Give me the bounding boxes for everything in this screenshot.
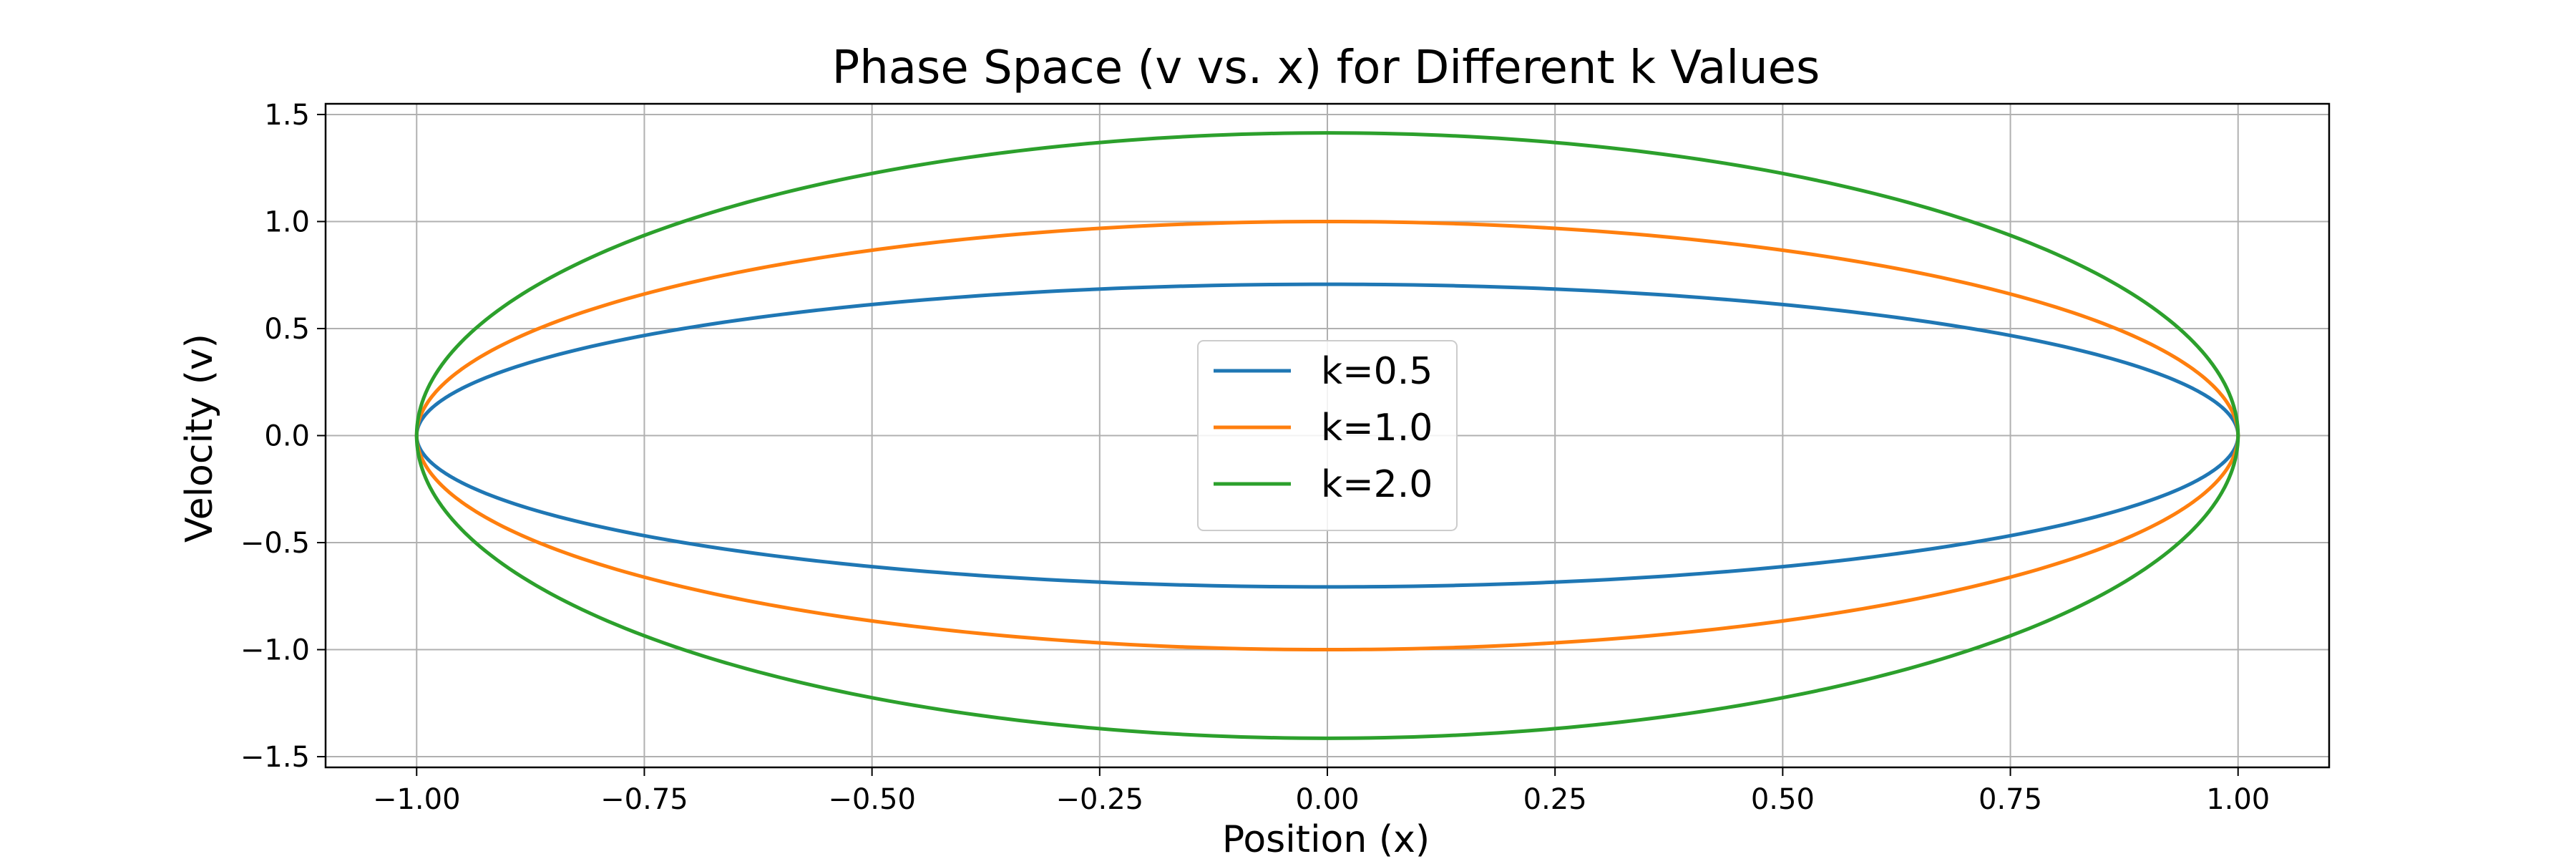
x-tick-label: −0.25 [1056, 783, 1144, 816]
chart-title: Phase Space (v vs. x) for Different k Va… [832, 42, 1820, 94]
x-tick-label: 1.00 [2206, 783, 2270, 816]
y-axis-ticks: −1.5 −1.0 −0.5 0.0 0.5 1.0 1.5 [240, 99, 326, 774]
y-tick-label: 1.0 [264, 205, 310, 238]
legend-label: k=1.0 [1321, 407, 1433, 450]
x-tick-label: 0.50 [1751, 783, 1815, 816]
x-tick-label: −0.50 [828, 783, 916, 816]
x-tick-label: 0.75 [1979, 783, 2042, 816]
x-axis-label: Position (x) [1222, 818, 1430, 859]
x-tick-label: −1.00 [373, 783, 461, 816]
series-layer [414, 131, 2240, 740]
legend-label: k=2.0 [1321, 463, 1433, 506]
y-tick-label: 0.5 [264, 313, 310, 346]
y-tick-label: 1.5 [264, 99, 310, 132]
y-tick-label: −1.5 [240, 741, 310, 774]
legend: k=0.5 k=1.0 k=2.0 [1197, 340, 1458, 531]
legend-label: k=0.5 [1321, 350, 1433, 393]
y-tick-label: 0.0 [264, 420, 310, 453]
series-line-k-2-0 [414, 131, 2240, 740]
x-tick-label: 0.00 [1295, 783, 1359, 816]
y-tick-label: −0.5 [240, 527, 310, 560]
y-axis-label: Velocity (v) [178, 334, 221, 543]
x-tick-label: 0.25 [1523, 783, 1587, 816]
x-tick-label: −0.75 [600, 783, 688, 816]
y-tick-label: −1.0 [240, 634, 310, 667]
x-axis-ticks: −1.00 −0.75 −0.50 −0.25 0.00 0.25 0.50 0.75 1.00 [373, 767, 2270, 816]
